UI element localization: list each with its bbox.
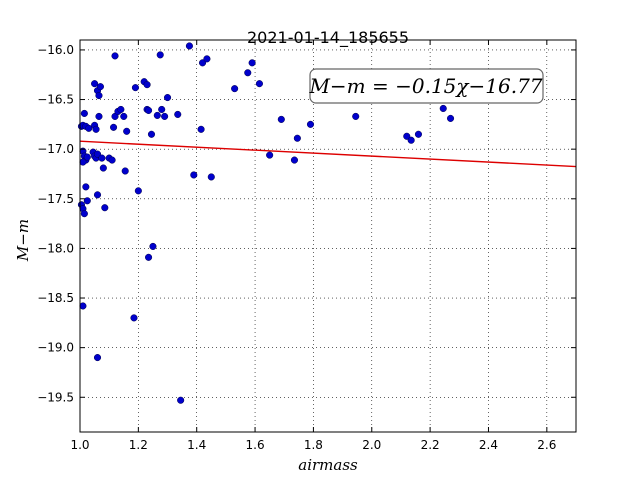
- data-point: [163, 94, 172, 102]
- data-point: [203, 55, 211, 63]
- x-tick-label: 2.2: [421, 438, 440, 452]
- data-point: [190, 171, 198, 179]
- data-point: [266, 151, 274, 159]
- data-point: [414, 130, 422, 138]
- x-tick-label: 1.0: [70, 438, 89, 452]
- data-point: [95, 92, 103, 100]
- x-tick-label: 2.4: [479, 438, 498, 452]
- data-point: [161, 112, 169, 120]
- x-tick-label: 1.4: [187, 438, 206, 452]
- data-point: [108, 156, 116, 164]
- x-tick-label: 1.2: [129, 438, 148, 452]
- data-point: [153, 111, 161, 119]
- x-tick-label: 2.6: [537, 438, 556, 452]
- x-tick-label: 1.8: [304, 438, 323, 452]
- data-point: [197, 125, 205, 133]
- data-point: [255, 80, 263, 88]
- data-point: [92, 125, 100, 133]
- data-point: [121, 167, 129, 175]
- annotation-frame: [309, 68, 544, 104]
- data-point: [407, 136, 415, 144]
- data-point: [117, 105, 125, 114]
- data-point: [93, 191, 102, 199]
- y-tick-label: −18.5: [37, 291, 74, 305]
- x-axis-label: airmass: [298, 456, 358, 474]
- fit-line-group: [79, 140, 577, 168]
- data-point: [123, 127, 131, 135]
- data-point: [83, 153, 91, 161]
- data-point: [403, 132, 411, 140]
- y-tick-label: −18.0: [37, 241, 74, 255]
- data-point: [147, 130, 156, 138]
- y-axis-label: M−m: [14, 219, 32, 262]
- y-tick-label: −16.0: [37, 43, 74, 57]
- data-point: [248, 59, 256, 67]
- data-point: [293, 134, 301, 142]
- data-point: [198, 59, 207, 67]
- data-point: [79, 302, 87, 310]
- axis-ticks: 1.0 1.2 1.4 1.6 1.8 2.0 2.2 2.4 2.6 −16.0 −16.5 −17…: [37, 40, 576, 452]
- fit-line: [79, 140, 577, 168]
- data-point: [207, 173, 215, 181]
- data-point: [156, 51, 164, 59]
- data-point: [120, 112, 128, 120]
- data-point: [277, 115, 285, 123]
- data-point: [143, 81, 151, 89]
- data-point: [290, 156, 298, 164]
- data-point: [158, 105, 166, 114]
- data-point: [80, 210, 88, 218]
- data-point: [101, 204, 109, 212]
- data-point: [83, 197, 91, 205]
- data-point: [111, 52, 119, 60]
- data-point: [149, 242, 157, 250]
- data-point: [177, 396, 185, 404]
- data-point: [98, 154, 106, 162]
- data-point: [131, 84, 139, 92]
- data-point: [185, 42, 193, 50]
- data-point: [446, 114, 455, 122]
- x-tick-label: 1.6: [246, 438, 265, 452]
- data-point: [145, 106, 153, 115]
- data-point: [110, 123, 118, 131]
- data-point: [244, 69, 252, 77]
- data-point: [130, 314, 138, 322]
- data-point: [93, 150, 102, 158]
- plot-frame: [79, 39, 577, 433]
- data-point: [306, 120, 315, 128]
- data-points: [77, 42, 455, 404]
- data-point: [80, 109, 88, 117]
- y-tick-label: −16.5: [37, 93, 74, 107]
- data-point: [85, 124, 93, 132]
- y-tick-label: −17.5: [37, 192, 74, 206]
- chart-title: 2021-01-14_185655: [247, 28, 409, 48]
- data-point: [95, 112, 103, 120]
- y-tick-label: −19.5: [37, 390, 74, 404]
- data-point: [91, 80, 99, 88]
- y-tick-label: −17.0: [37, 142, 74, 156]
- fit-equation: M−m = −0.15χ−16.77: [308, 74, 542, 98]
- data-point: [96, 83, 104, 91]
- data-point: [99, 164, 107, 172]
- data-point: [134, 187, 142, 195]
- data-point: [145, 253, 153, 261]
- data-point: [439, 104, 447, 113]
- data-point: [93, 354, 102, 362]
- data-point: [79, 158, 87, 166]
- data-point: [174, 110, 182, 118]
- x-tick-label: 2.0: [362, 438, 381, 452]
- annotation-box: M−m = −0.15χ−16.77: [308, 68, 544, 104]
- data-point: [352, 112, 360, 120]
- data-point: [82, 183, 90, 191]
- data-point: [231, 85, 239, 93]
- y-tick-label: −19.0: [37, 341, 74, 355]
